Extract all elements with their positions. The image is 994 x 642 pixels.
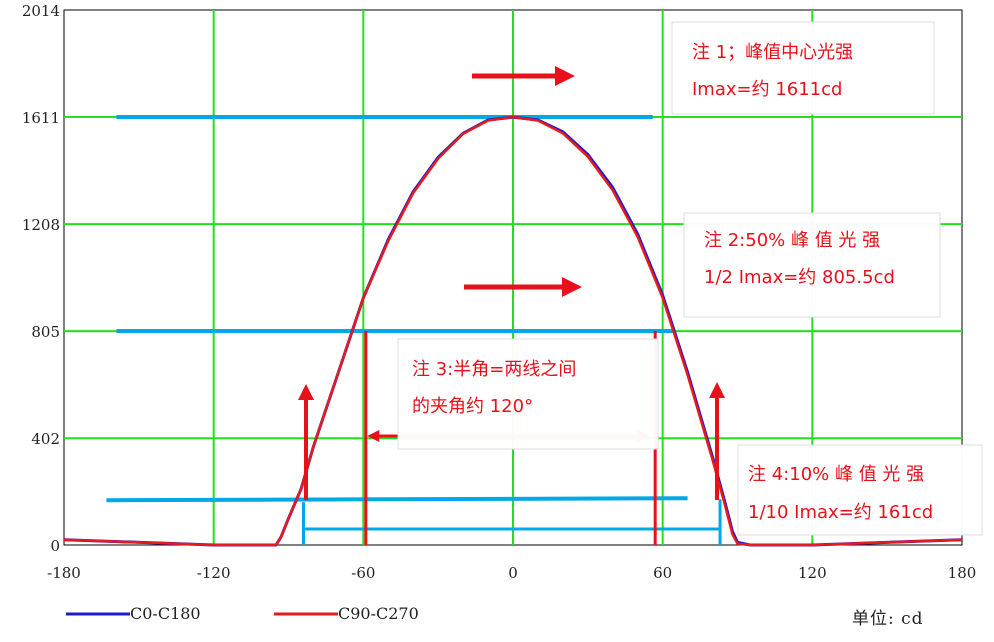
annotation-box — [397, 338, 659, 450]
legend-label: C90-C270 — [338, 604, 419, 623]
annotation-text: 1/10 Imax=约 161cd — [748, 502, 933, 523]
x-tick-label: 180 — [948, 564, 977, 582]
annotation-text: 注 2:50% 峰 值 光 强 — [704, 230, 880, 251]
x-tick-label: 120 — [798, 564, 827, 582]
x-tick-label: -60 — [351, 564, 375, 582]
annotation-box — [683, 212, 941, 318]
x-tick-label: 60 — [653, 564, 672, 582]
annotation-text: 注 4:10% 峰 值 光 强 — [748, 464, 924, 485]
annotation-notes: 注 1；峰值中心光强 Imax=约 1611cd 注 2:50% 峰 值 光 强 1/… — [397, 21, 983, 536]
y-tick-label: 402 — [31, 430, 60, 448]
legend-label: C0-C180 — [130, 604, 201, 623]
annotation-box — [737, 444, 983, 536]
series-line — [63, 115, 963, 547]
annotation-text: 注 3:半角=两线之间 — [412, 359, 576, 380]
annotation-text: 的夹角约 120° — [412, 396, 533, 417]
x-tick-label: -180 — [47, 564, 81, 582]
x-tick-label: 0 — [508, 564, 518, 582]
y-tick-label: 1208 — [22, 216, 60, 234]
annotation-box — [671, 21, 935, 115]
y-axis-ticks: 0 402 805 1208 1611 2014 — [22, 2, 60, 555]
x-tick-label: -120 — [197, 564, 231, 582]
y-tick-label: 1611 — [22, 109, 60, 127]
y-tick-label: 0 — [50, 537, 60, 555]
annotation-text: Imax=约 1611cd — [692, 79, 842, 100]
legend: C0-C180 C90-C270 — [66, 604, 419, 623]
unit-label: 单位: cd — [852, 609, 924, 629]
series-lines — [63, 115, 963, 547]
x-axis-ticks: -180 -120 -60 0 60 120 180 — [47, 564, 976, 582]
reference-line — [106, 496, 688, 503]
y-tick-label: 2014 — [22, 2, 60, 20]
annotation-text: 1/2 Imax=约 805.5cd — [704, 267, 895, 288]
annotation-text: 注 1；峰值中心光强 — [692, 42, 853, 63]
y-tick-label: 805 — [31, 323, 60, 341]
reference-lines — [106, 115, 722, 545]
